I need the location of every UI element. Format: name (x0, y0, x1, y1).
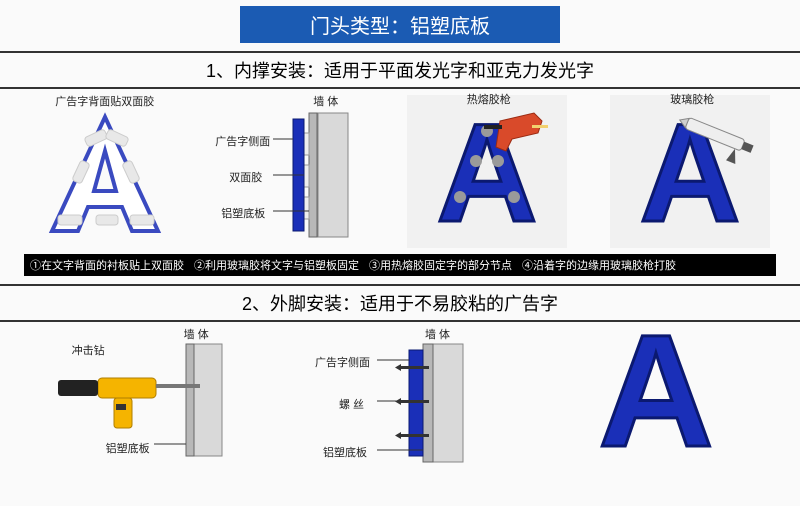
svg-text:A: A (599, 328, 715, 458)
label-tape1: 双面胶 (229, 169, 262, 185)
section2-row: 墙 体 冲击钻 铝塑底板 墙 体 (0, 328, 800, 473)
panel-wall-cross2: 墙 体 广告字侧面 螺 丝 铝塑底板 (315, 328, 485, 473)
outline-a-svg (40, 109, 170, 239)
section2-title: 2、外脚安装：适用于不易胶粘的广告字 (0, 284, 800, 322)
big-a-svg: A (561, 328, 751, 458)
panel-outline-a: 广告字背面贴双面胶 (30, 95, 180, 244)
step-3: ③用热熔胶固定字的部分节点 (369, 257, 512, 273)
label-caulk: 玻璃胶枪 (670, 91, 714, 107)
panel-drill: 墙 体 冲击钻 铝塑底板 (44, 328, 244, 465)
step-4: ④沿着字的边缘用玻璃胶枪打胶 (522, 257, 676, 273)
label-tape-back: 广告字背面贴双面胶 (55, 93, 154, 109)
panel-hotglue: 热熔胶枪 A (407, 95, 567, 248)
label-wall2b: 墙 体 (425, 326, 450, 342)
caulk-svg: A (615, 109, 765, 239)
step-1: ①在文字背面的衬板贴上双面胶 (30, 257, 184, 273)
step-2: ②利用玻璃胶将文字与铝塑板固定 (194, 257, 359, 273)
label-wall2a: 墙 体 (184, 326, 209, 342)
panel-caulk: 玻璃胶枪 A (610, 95, 770, 248)
label-base1: 铝塑底板 (221, 205, 265, 221)
hotglue-svg: A (412, 109, 562, 239)
panel-wall-cross1: 墙 体 广告字侧面 双面胶 铝塑底板 (223, 95, 363, 245)
label-wall1: 墙 体 (313, 93, 338, 109)
header-banner: 门头类型：铝塑底板 (240, 6, 560, 43)
label-side2: 广告字侧面 (315, 354, 370, 370)
section1-title: 1、内撑安装：适用于平面发光字和亚克力发光字 (0, 51, 800, 89)
steps-bar: ①在文字背面的衬板贴上双面胶 ②利用玻璃胶将文字与铝塑板固定 ③用热熔胶固定字的… (24, 254, 776, 276)
label-drill: 冲击钻 (72, 342, 105, 358)
label-hotglue: 热熔胶枪 (467, 91, 511, 107)
panel-big-a: A (556, 328, 756, 463)
label-screw: 螺 丝 (339, 396, 364, 412)
label-base2b: 铝塑底板 (323, 444, 367, 460)
section1-row: 广告字背面贴双面胶 墙 体 (0, 95, 800, 248)
label-base2a: 铝塑底板 (106, 440, 150, 456)
label-side1: 广告字侧面 (215, 133, 270, 149)
